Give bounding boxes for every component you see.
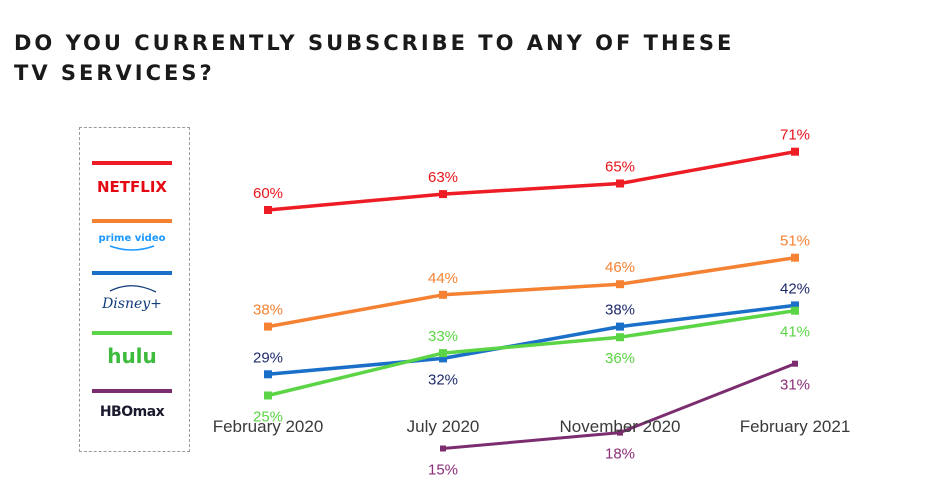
legend-item-disney-plus: Disney+ (92, 271, 172, 312)
data-point-hbomax (440, 445, 446, 452)
legend-swatch-hulu (92, 331, 172, 335)
legend-item-hbo-max: HBOmax (92, 389, 172, 420)
disney-plus-logo: Disney+ (101, 296, 162, 312)
data-point-prime-video (791, 253, 799, 262)
legend-swatch-netflix (92, 161, 172, 165)
data-label-disney: 42% (780, 280, 810, 297)
data-label-disney: 29% (253, 349, 283, 366)
data-point-netflix (439, 190, 447, 199)
data-label-hulu: 36% (605, 350, 635, 367)
data-label-prime-video: 38% (253, 302, 283, 319)
data-point-hulu (439, 349, 447, 358)
netflix-logo: NETFLIX (97, 178, 167, 196)
series-line-netflix (267, 149, 796, 212)
legend-svg: NETFLIX prime video Disney+ hulu HBOmax (92, 161, 172, 420)
data-point-disney (616, 322, 624, 331)
chart-title: DO YOU CURRENTLY SUBSCRIBE TO ANY OF THE… (14, 31, 735, 85)
data-point-hulu (264, 391, 272, 400)
series-line-prime-video (267, 255, 796, 329)
data-point-netflix (264, 206, 272, 214)
data-label-hbomax: 15% (428, 462, 458, 479)
series-line-disney (267, 303, 796, 377)
series-line-hulu (267, 308, 796, 398)
legend-swatch-disney-plus (92, 271, 172, 275)
data-point-prime-video (439, 290, 447, 299)
hbo-max-logo: HBOmax (100, 404, 165, 420)
data-label-hulu: 25% (253, 409, 283, 426)
data-label-prime-video: 46% (605, 259, 635, 276)
disney-arc-icon (109, 285, 157, 293)
data-labels: 60% 63% 65% 71% 38% 44% 46% 51% 29% 32% 38% 42% 25% 3… (253, 127, 810, 479)
data-point-disney (439, 354, 447, 363)
x-tick-label: November 2020 (560, 417, 681, 436)
data-point-disney (264, 370, 272, 379)
series-markers (264, 147, 799, 452)
data-point-hbomax (792, 360, 798, 367)
series-lines (267, 149, 796, 450)
legend-item-prime-video: prime video (92, 219, 172, 251)
data-label-hulu: 33% (428, 328, 458, 345)
x-tick-label: February 2020 (213, 417, 324, 436)
data-point-hulu (616, 333, 624, 342)
prime-video-logo: prime video (99, 233, 166, 244)
legend-swatch-prime-video (92, 219, 172, 223)
legend-item-netflix: NETFLIX (92, 161, 172, 196)
data-label-hbomax: 18% (605, 446, 635, 463)
data-label-netflix: 60% (253, 185, 283, 202)
prime-smile-icon (109, 245, 155, 251)
data-point-netflix (791, 147, 799, 156)
data-label-netflix: 65% (605, 159, 635, 176)
data-label-netflix: 71% (780, 127, 810, 144)
data-label-prime-video: 44% (428, 270, 458, 287)
x-tick-label: July 2020 (407, 417, 480, 436)
data-point-hbomax (617, 429, 623, 436)
x-axis: February 2020 July 2020 November 2020 Febru… (213, 417, 851, 436)
x-tick-label: February 2021 (740, 417, 851, 436)
legend-item-hulu: hulu (92, 331, 172, 368)
data-label-netflix: 63% (428, 169, 458, 186)
data-point-hulu (791, 306, 799, 315)
data-label-prime-video: 51% (780, 233, 810, 250)
legend-swatch-hbo-max (92, 389, 172, 393)
data-label-disney: 32% (428, 371, 458, 388)
data-label-disney: 38% (605, 302, 635, 319)
data-point-disney (791, 301, 799, 310)
data-label-hbomax: 31% (780, 377, 810, 394)
data-point-prime-video (264, 322, 272, 331)
data-point-prime-video (616, 280, 624, 289)
legend: NETFLIX prime video Disney+ hulu HBOmax (79, 127, 190, 452)
data-point-netflix (616, 179, 624, 188)
hulu-logo: hulu (107, 344, 157, 368)
data-label-hulu: 41% (780, 324, 810, 341)
